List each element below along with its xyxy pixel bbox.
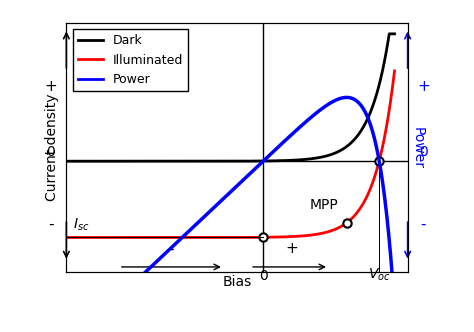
Power: [196, 219, 202, 223]
Illuminated: [325, 230, 331, 234]
Dark: [289, 158, 294, 162]
Power: [319, 107, 325, 111]
Legend: Dark, Illuminated, Power: Dark, Illuminated, Power: [73, 30, 188, 91]
Power: [392, 304, 397, 308]
Y-axis label: Power: Power: [410, 127, 424, 169]
Text: -: -: [48, 217, 54, 232]
Power: [344, 95, 349, 99]
Line: Illuminated: Illuminated: [66, 71, 394, 237]
Text: -: -: [420, 217, 426, 232]
Illuminated: [319, 231, 325, 235]
Dark: [319, 155, 325, 159]
Y-axis label: Current density: Current density: [46, 94, 59, 202]
Illuminated: [64, 235, 69, 239]
Illuminated: [208, 235, 214, 239]
Text: +: +: [417, 79, 430, 94]
Text: 0: 0: [419, 145, 428, 159]
Illuminated: [392, 69, 397, 73]
Dark: [386, 32, 392, 36]
Power: [289, 132, 294, 136]
Text: MPP: MPP: [310, 198, 338, 212]
Power: [325, 102, 331, 106]
Dark: [208, 159, 214, 163]
Dark: [325, 153, 331, 157]
Power: [97, 313, 103, 317]
Dark: [97, 159, 103, 163]
Illuminated: [97, 235, 103, 239]
Text: $I_{sc}$: $I_{sc}$: [73, 217, 89, 233]
Text: 0: 0: [259, 269, 268, 283]
Power: [64, 318, 69, 322]
Line: Dark: Dark: [66, 34, 394, 161]
Illuminated: [289, 235, 294, 239]
Text: +: +: [286, 241, 299, 256]
Text: -: -: [169, 241, 174, 256]
Dark: [196, 159, 202, 163]
Text: $V_{oc}$: $V_{oc}$: [368, 267, 391, 283]
X-axis label: Bias: Bias: [222, 275, 252, 289]
Text: +: +: [44, 79, 57, 94]
Illuminated: [196, 235, 202, 239]
Line: Power: Power: [66, 97, 394, 320]
Dark: [64, 159, 69, 163]
Power: [208, 208, 214, 212]
Dark: [392, 32, 397, 36]
Text: 0: 0: [46, 145, 55, 159]
